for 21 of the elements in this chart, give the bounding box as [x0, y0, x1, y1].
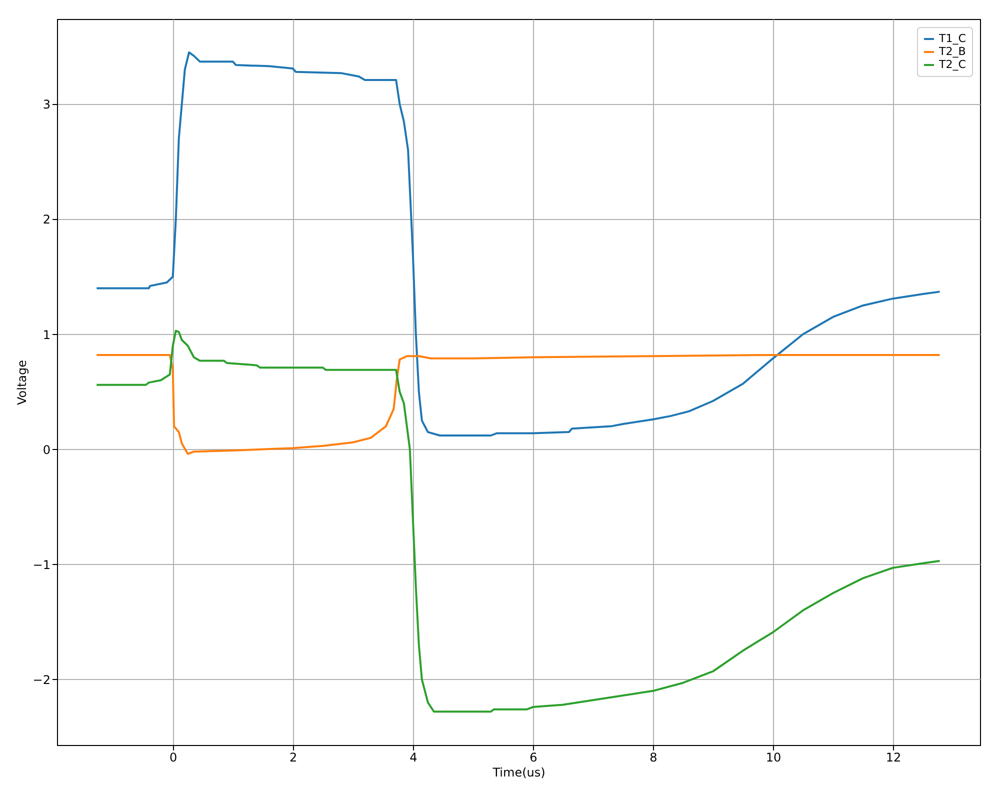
- x-tick-label: 12: [886, 750, 902, 764]
- x-tick-label: 6: [530, 750, 538, 764]
- line-series: [96, 354, 941, 455]
- x-tick-label: 4: [410, 750, 418, 764]
- y-tick-label: 1: [42, 328, 50, 342]
- x-tick-label: 2: [290, 750, 298, 764]
- x-tick-label: 8: [650, 750, 658, 764]
- y-tick-label: −2: [32, 672, 50, 687]
- y-axis-title: Voltage: [14, 360, 29, 406]
- x-axis-title: Time(us): [492, 766, 546, 780]
- line-series: [96, 51, 941, 436]
- y-tick-label: 0: [42, 442, 50, 457]
- y-tick-label: −1: [32, 558, 50, 572]
- x-tick-label: 0: [170, 750, 178, 764]
- y-tick-label: 2: [42, 212, 50, 227]
- legend-label: T2_B: [938, 45, 966, 58]
- legend-label: T2_C: [938, 58, 966, 71]
- line-series: [96, 330, 941, 713]
- y-tick-label: 3: [42, 98, 50, 112]
- x-tick-label: 10: [766, 750, 782, 764]
- legend-label: T1_C: [938, 32, 966, 45]
